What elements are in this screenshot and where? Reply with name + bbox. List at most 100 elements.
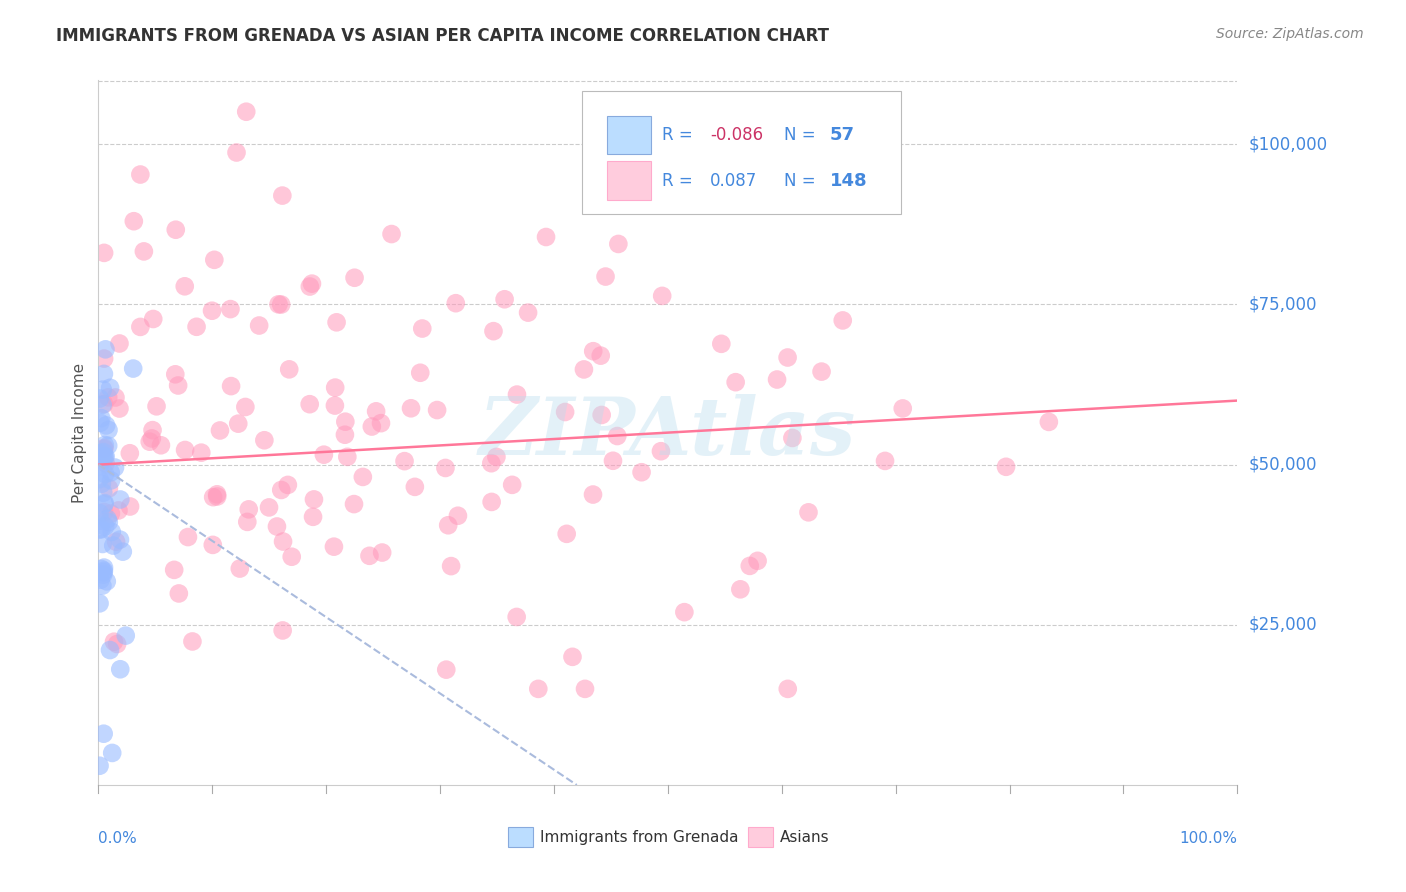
Point xyxy=(201,303,224,318)
Point xyxy=(97,512,120,526)
Point xyxy=(93,565,115,579)
Point xyxy=(167,378,190,392)
Point xyxy=(110,662,132,676)
Point xyxy=(205,487,228,501)
Point xyxy=(93,727,115,741)
Point xyxy=(360,419,382,434)
Point xyxy=(485,450,508,464)
Point xyxy=(747,554,769,568)
Point xyxy=(409,366,432,380)
Point xyxy=(404,480,426,494)
Point xyxy=(145,400,167,414)
Point xyxy=(93,351,115,366)
Point xyxy=(238,502,260,516)
Point xyxy=(298,279,321,293)
Point xyxy=(323,381,346,395)
Point xyxy=(91,485,114,500)
Point xyxy=(797,505,820,519)
Point xyxy=(105,534,128,549)
Point xyxy=(100,466,122,480)
Point xyxy=(226,417,249,431)
Point xyxy=(94,343,117,357)
Point xyxy=(94,450,117,464)
Text: 0.087: 0.087 xyxy=(710,171,758,190)
Text: Source: ZipAtlas.com: Source: ZipAtlas.com xyxy=(1216,27,1364,41)
Point xyxy=(651,289,673,303)
Point xyxy=(271,624,294,638)
Point xyxy=(506,387,529,401)
Point xyxy=(630,465,652,479)
Point xyxy=(108,401,131,416)
Point xyxy=(132,244,155,259)
Point xyxy=(181,634,204,648)
Point xyxy=(595,269,617,284)
Point xyxy=(107,503,129,517)
Point xyxy=(724,375,747,389)
Point xyxy=(434,663,457,677)
Point xyxy=(873,454,896,468)
Point xyxy=(94,438,117,452)
Point xyxy=(554,405,576,419)
Y-axis label: Per Capita Income: Per Capita Income xyxy=(72,362,87,503)
Point xyxy=(208,424,231,438)
Point xyxy=(91,578,114,592)
Point xyxy=(426,403,449,417)
Point xyxy=(89,392,111,406)
Point xyxy=(89,472,111,486)
FancyBboxPatch shape xyxy=(607,161,651,200)
Point xyxy=(103,634,125,648)
Point xyxy=(141,423,163,437)
Point xyxy=(298,397,321,411)
Point xyxy=(271,188,294,202)
Point xyxy=(505,610,527,624)
Point xyxy=(399,401,422,416)
Point xyxy=(266,519,288,533)
Point xyxy=(91,567,114,582)
Point xyxy=(527,681,550,696)
Point xyxy=(602,454,624,468)
Point xyxy=(97,439,120,453)
Point xyxy=(325,315,347,329)
Point xyxy=(94,467,117,481)
Point xyxy=(236,515,259,529)
Text: ZIPAtlas: ZIPAtlas xyxy=(479,394,856,471)
FancyBboxPatch shape xyxy=(582,91,901,214)
Point xyxy=(101,746,124,760)
Point xyxy=(343,270,366,285)
Point xyxy=(93,445,115,459)
Point xyxy=(366,404,388,418)
Text: $50,000: $50,000 xyxy=(1249,456,1317,474)
Point xyxy=(202,490,225,504)
Point xyxy=(440,559,463,574)
Point xyxy=(673,605,696,619)
Point xyxy=(201,538,224,552)
Point xyxy=(370,416,392,430)
Point xyxy=(94,456,117,470)
Point xyxy=(141,432,163,446)
Point xyxy=(118,500,141,514)
Point xyxy=(444,296,467,310)
Text: IMMIGRANTS FROM GRENADA VS ASIAN PER CAPITA INCOME CORRELATION CHART: IMMIGRANTS FROM GRENADA VS ASIAN PER CAP… xyxy=(56,27,830,45)
Point xyxy=(333,427,356,442)
Text: -0.086: -0.086 xyxy=(710,126,763,144)
Point xyxy=(186,319,208,334)
Text: N =: N = xyxy=(785,126,821,144)
Point xyxy=(606,429,628,443)
Point xyxy=(277,478,299,492)
Point xyxy=(93,245,115,260)
Point xyxy=(93,397,115,411)
Point xyxy=(93,497,115,511)
Text: $25,000: $25,000 xyxy=(1249,615,1317,634)
Point xyxy=(247,318,270,333)
Point xyxy=(98,643,121,657)
Point xyxy=(730,582,752,597)
Text: Immigrants from Grenada: Immigrants from Grenada xyxy=(540,830,738,845)
Point xyxy=(380,227,402,241)
Point xyxy=(91,453,114,467)
Point xyxy=(90,573,112,587)
Point xyxy=(104,391,127,405)
Point xyxy=(190,445,212,459)
Point xyxy=(555,526,578,541)
Point xyxy=(93,450,115,465)
Point xyxy=(93,564,115,578)
